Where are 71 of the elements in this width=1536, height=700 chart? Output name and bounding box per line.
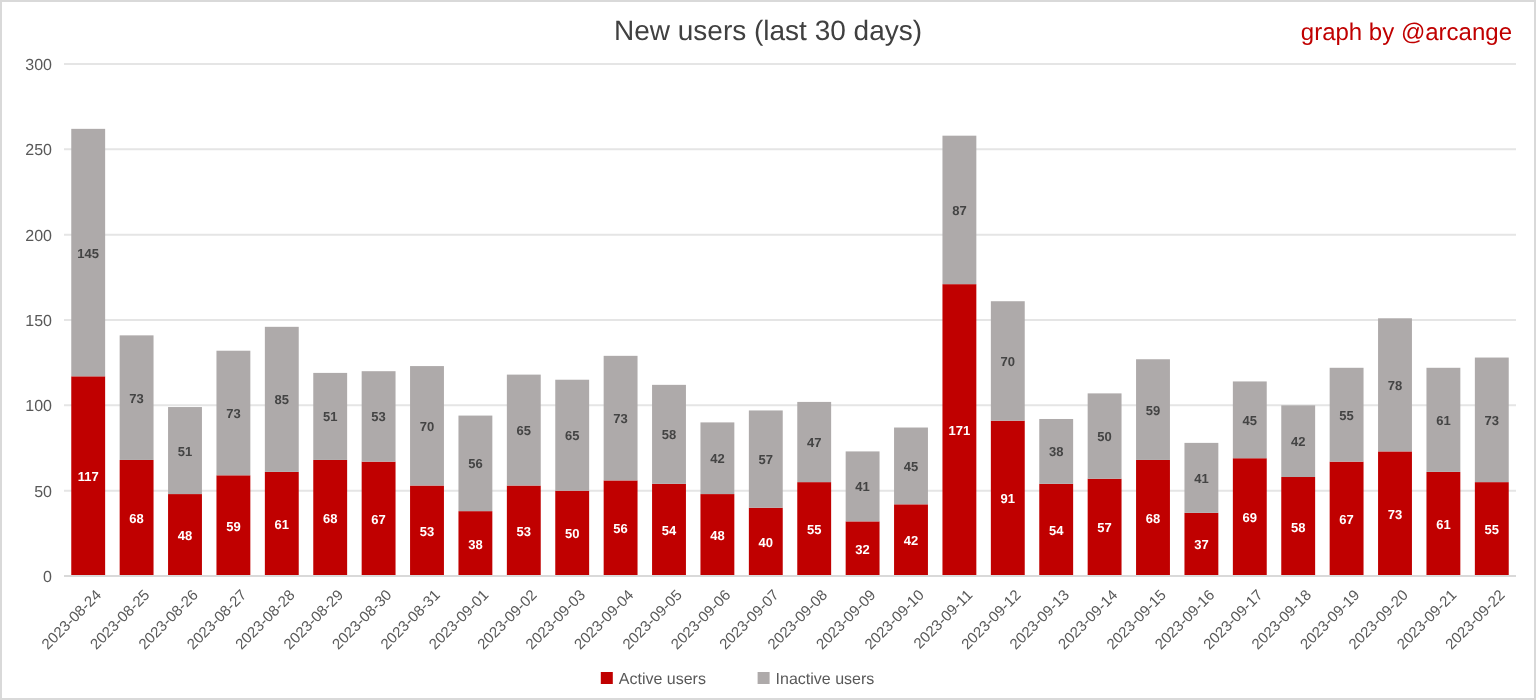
bar <box>458 415 493 512</box>
bar <box>1136 459 1170 576</box>
bar <box>313 372 348 460</box>
bar <box>894 504 928 576</box>
bar <box>700 422 735 495</box>
bar <box>1329 367 1364 462</box>
bar <box>1087 478 1122 576</box>
bar <box>1329 461 1364 576</box>
bar <box>1378 451 1412 576</box>
y-tick-label: 300 <box>25 56 54 74</box>
bar <box>1232 381 1267 459</box>
bar <box>1184 512 1219 576</box>
bar <box>313 459 348 576</box>
chart-title: New users (last 30 days) <box>613 14 923 46</box>
bar <box>1474 357 1509 483</box>
bar <box>1426 367 1461 472</box>
bar <box>71 128 106 377</box>
bar <box>652 483 686 576</box>
bar <box>797 482 832 576</box>
bar <box>168 407 202 495</box>
bar <box>1474 482 1509 576</box>
legend-label: Inactive users <box>775 670 875 688</box>
bar <box>942 135 977 285</box>
bar <box>748 410 783 508</box>
y-tick-label: 150 <box>25 312 54 330</box>
bar <box>1378 318 1412 452</box>
y-tick-label: 50 <box>34 482 54 501</box>
bar <box>845 521 880 576</box>
bar <box>1136 359 1170 460</box>
bar <box>990 301 1025 421</box>
bar <box>990 420 1025 576</box>
bar <box>119 459 154 576</box>
bar <box>71 376 106 576</box>
bar <box>410 485 444 576</box>
bar <box>216 350 251 476</box>
bar <box>168 494 202 576</box>
bar <box>361 461 396 576</box>
bar <box>119 335 154 460</box>
bar <box>410 366 444 486</box>
bar <box>1281 477 1316 576</box>
bar <box>264 471 299 576</box>
bar <box>748 507 783 576</box>
y-tick-label: 100 <box>25 397 54 416</box>
y-tick-label: 0 <box>43 568 54 586</box>
bar <box>458 511 493 576</box>
bar <box>1087 393 1122 479</box>
bar <box>700 494 735 576</box>
bar <box>894 427 928 505</box>
bar <box>942 284 977 576</box>
bar <box>1232 458 1267 576</box>
legend-label: Active users <box>618 670 706 688</box>
y-tick-label: 250 <box>25 141 54 160</box>
bar <box>1426 471 1461 576</box>
bar <box>1039 483 1074 576</box>
bar <box>264 326 299 472</box>
bar <box>603 480 638 576</box>
bar <box>555 490 590 576</box>
bar <box>1039 418 1074 484</box>
bar <box>555 379 590 491</box>
bar <box>506 374 541 486</box>
bar <box>506 485 541 576</box>
bar <box>603 355 638 481</box>
bar <box>361 371 396 462</box>
bar <box>216 475 251 576</box>
bar <box>797 401 832 483</box>
bar <box>1281 405 1316 478</box>
text: graph by @arcange <box>1300 18 1513 46</box>
bar <box>845 451 880 522</box>
y-tick-label: 200 <box>25 226 54 245</box>
bar <box>652 384 686 484</box>
bar <box>1184 442 1219 513</box>
